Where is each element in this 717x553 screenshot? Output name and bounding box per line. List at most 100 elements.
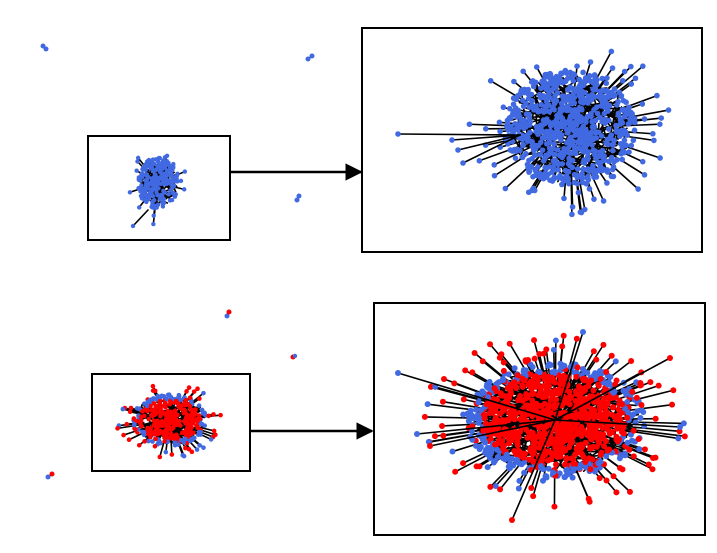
network-node	[576, 394, 583, 401]
network-node	[531, 337, 538, 344]
network-node	[556, 386, 563, 393]
network-node	[618, 452, 625, 459]
network-node	[484, 464, 491, 471]
network-node	[533, 64, 540, 70]
network-node	[151, 418, 157, 423]
network-node	[550, 346, 557, 353]
network-node	[599, 147, 606, 154]
network-node	[573, 150, 579, 157]
network-node	[194, 447, 200, 452]
network-node	[154, 404, 159, 409]
network-node	[168, 417, 174, 422]
network-node	[628, 63, 634, 70]
network-node	[623, 99, 629, 106]
network-node	[141, 429, 147, 435]
network-node	[530, 173, 536, 180]
network-node	[587, 444, 594, 451]
network-node	[483, 383, 490, 390]
network-node	[534, 433, 541, 440]
network-node	[511, 416, 518, 423]
network-node	[626, 446, 633, 453]
network-node	[559, 161, 566, 167]
network-node	[518, 87, 525, 93]
network-node	[135, 155, 141, 161]
network-node	[153, 396, 159, 402]
network-node	[520, 454, 527, 461]
network-node	[529, 155, 535, 162]
network-node	[532, 373, 539, 380]
network-node	[566, 401, 573, 408]
network-node	[632, 75, 639, 82]
network-node	[622, 112, 629, 119]
network-node	[565, 396, 572, 403]
network-edge	[504, 156, 540, 190]
top-small-network-cluster	[127, 153, 188, 229]
network-node	[166, 180, 171, 186]
network-node	[395, 131, 401, 137]
network-node	[561, 195, 567, 202]
network-node	[168, 188, 173, 193]
network-edge	[611, 94, 658, 114]
network-node	[573, 373, 580, 380]
network-edge	[416, 419, 556, 435]
network-node	[536, 350, 543, 357]
network-node	[608, 352, 615, 359]
network-node	[515, 485, 522, 492]
network-node	[574, 166, 581, 172]
network-node	[630, 453, 637, 460]
network-node	[178, 397, 184, 403]
network-node	[634, 408, 641, 415]
network-node	[531, 107, 537, 113]
network-node	[594, 371, 601, 378]
network-node	[547, 396, 554, 403]
network-node	[159, 171, 165, 176]
network-node	[151, 213, 156, 218]
network-node	[550, 82, 557, 88]
network-node	[162, 174, 167, 180]
network-node	[190, 421, 196, 426]
network-node	[460, 460, 467, 467]
network-node	[587, 166, 594, 173]
network-node	[626, 149, 632, 155]
network-node	[535, 108, 541, 115]
network-node	[609, 147, 616, 154]
network-node	[514, 439, 521, 446]
network-node	[604, 87, 610, 94]
network-node	[455, 147, 461, 153]
network-node	[196, 413, 202, 418]
network-node	[583, 116, 589, 123]
network-node	[166, 414, 171, 419]
bottom-isolated-nodes	[45, 309, 298, 480]
network-node	[175, 171, 180, 176]
network-node	[551, 151, 558, 158]
network-node	[569, 204, 576, 210]
network-node	[134, 406, 140, 411]
network-node	[151, 410, 157, 415]
network-node	[599, 93, 605, 99]
network-node	[592, 167, 598, 174]
network-node	[500, 442, 507, 449]
network-node	[600, 198, 607, 204]
network-node	[619, 77, 626, 84]
network-edge	[397, 133, 521, 136]
network-node	[572, 146, 578, 153]
network-node	[641, 116, 648, 122]
network-node	[592, 86, 599, 93]
network-node	[569, 93, 576, 100]
network-node	[193, 407, 198, 413]
network-node	[157, 399, 162, 405]
network-node	[138, 193, 144, 199]
network-node	[510, 95, 517, 102]
network-node	[164, 428, 170, 433]
network-node	[650, 130, 656, 137]
network-node	[138, 178, 143, 183]
network-node	[555, 166, 561, 173]
network-node	[449, 137, 455, 143]
network-node	[582, 439, 589, 446]
network-node	[566, 388, 573, 395]
network-node	[669, 401, 676, 408]
network-node	[479, 388, 486, 395]
network-node	[601, 157, 608, 164]
network-node	[532, 167, 539, 173]
network-node	[146, 416, 152, 422]
